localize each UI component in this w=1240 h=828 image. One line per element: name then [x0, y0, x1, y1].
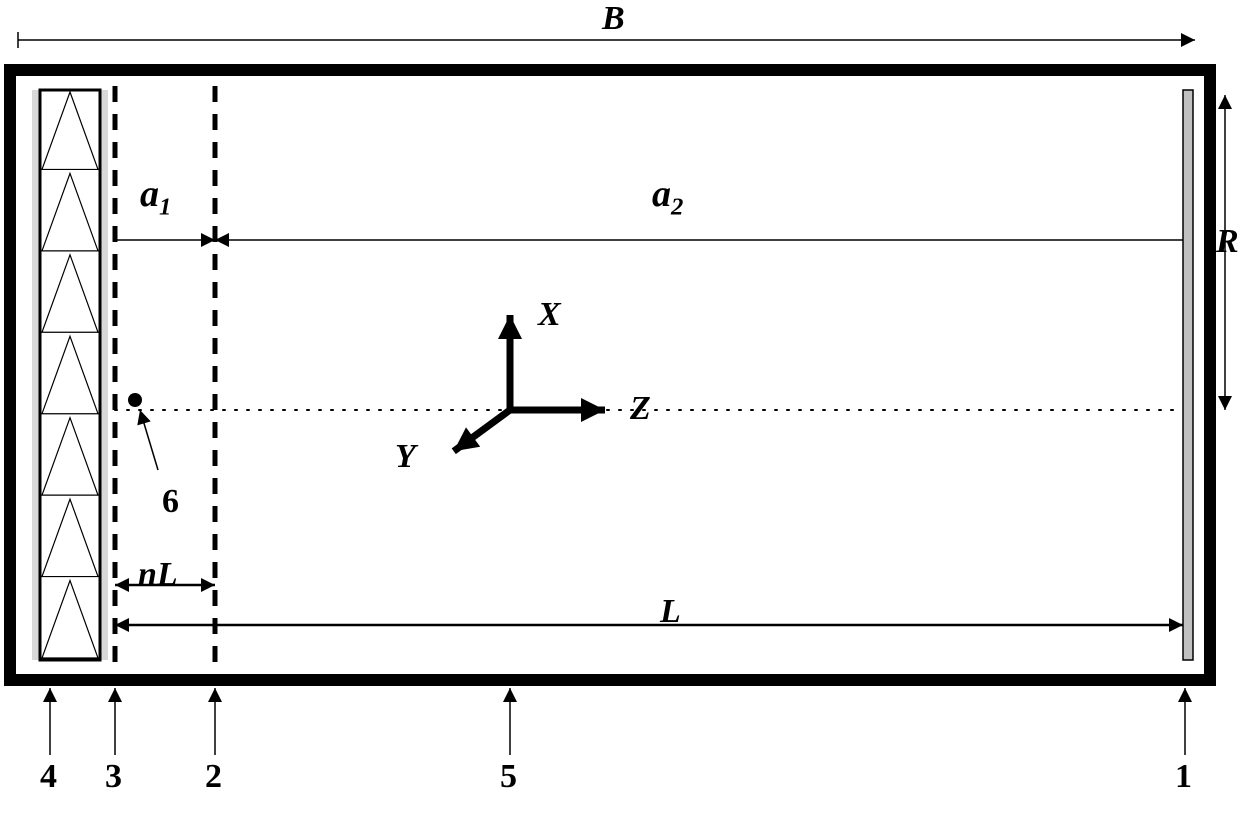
label-L: L — [660, 595, 681, 629]
diagram-svg — [0, 0, 1240, 828]
label-R: R — [1216, 225, 1239, 259]
callout-4: 4 — [40, 760, 57, 794]
callout-5: 5 — [500, 760, 517, 794]
label-B: B — [602, 2, 625, 36]
callout-1: 1 — [1175, 760, 1192, 794]
label-nL: nL — [138, 558, 178, 592]
callout-3: 3 — [105, 760, 122, 794]
diagram-root: B R a1 a2 X Y Z nL L 6 4 3 2 5 1 — [0, 0, 1240, 828]
label-Y: Y — [395, 440, 416, 474]
label-X: X — [538, 298, 561, 332]
callout-2: 2 — [205, 760, 222, 794]
label-a1: a1 — [140, 175, 171, 220]
label-Z: Z — [630, 392, 651, 426]
label-6: 6 — [162, 485, 179, 519]
label-a2: a2 — [652, 175, 683, 220]
